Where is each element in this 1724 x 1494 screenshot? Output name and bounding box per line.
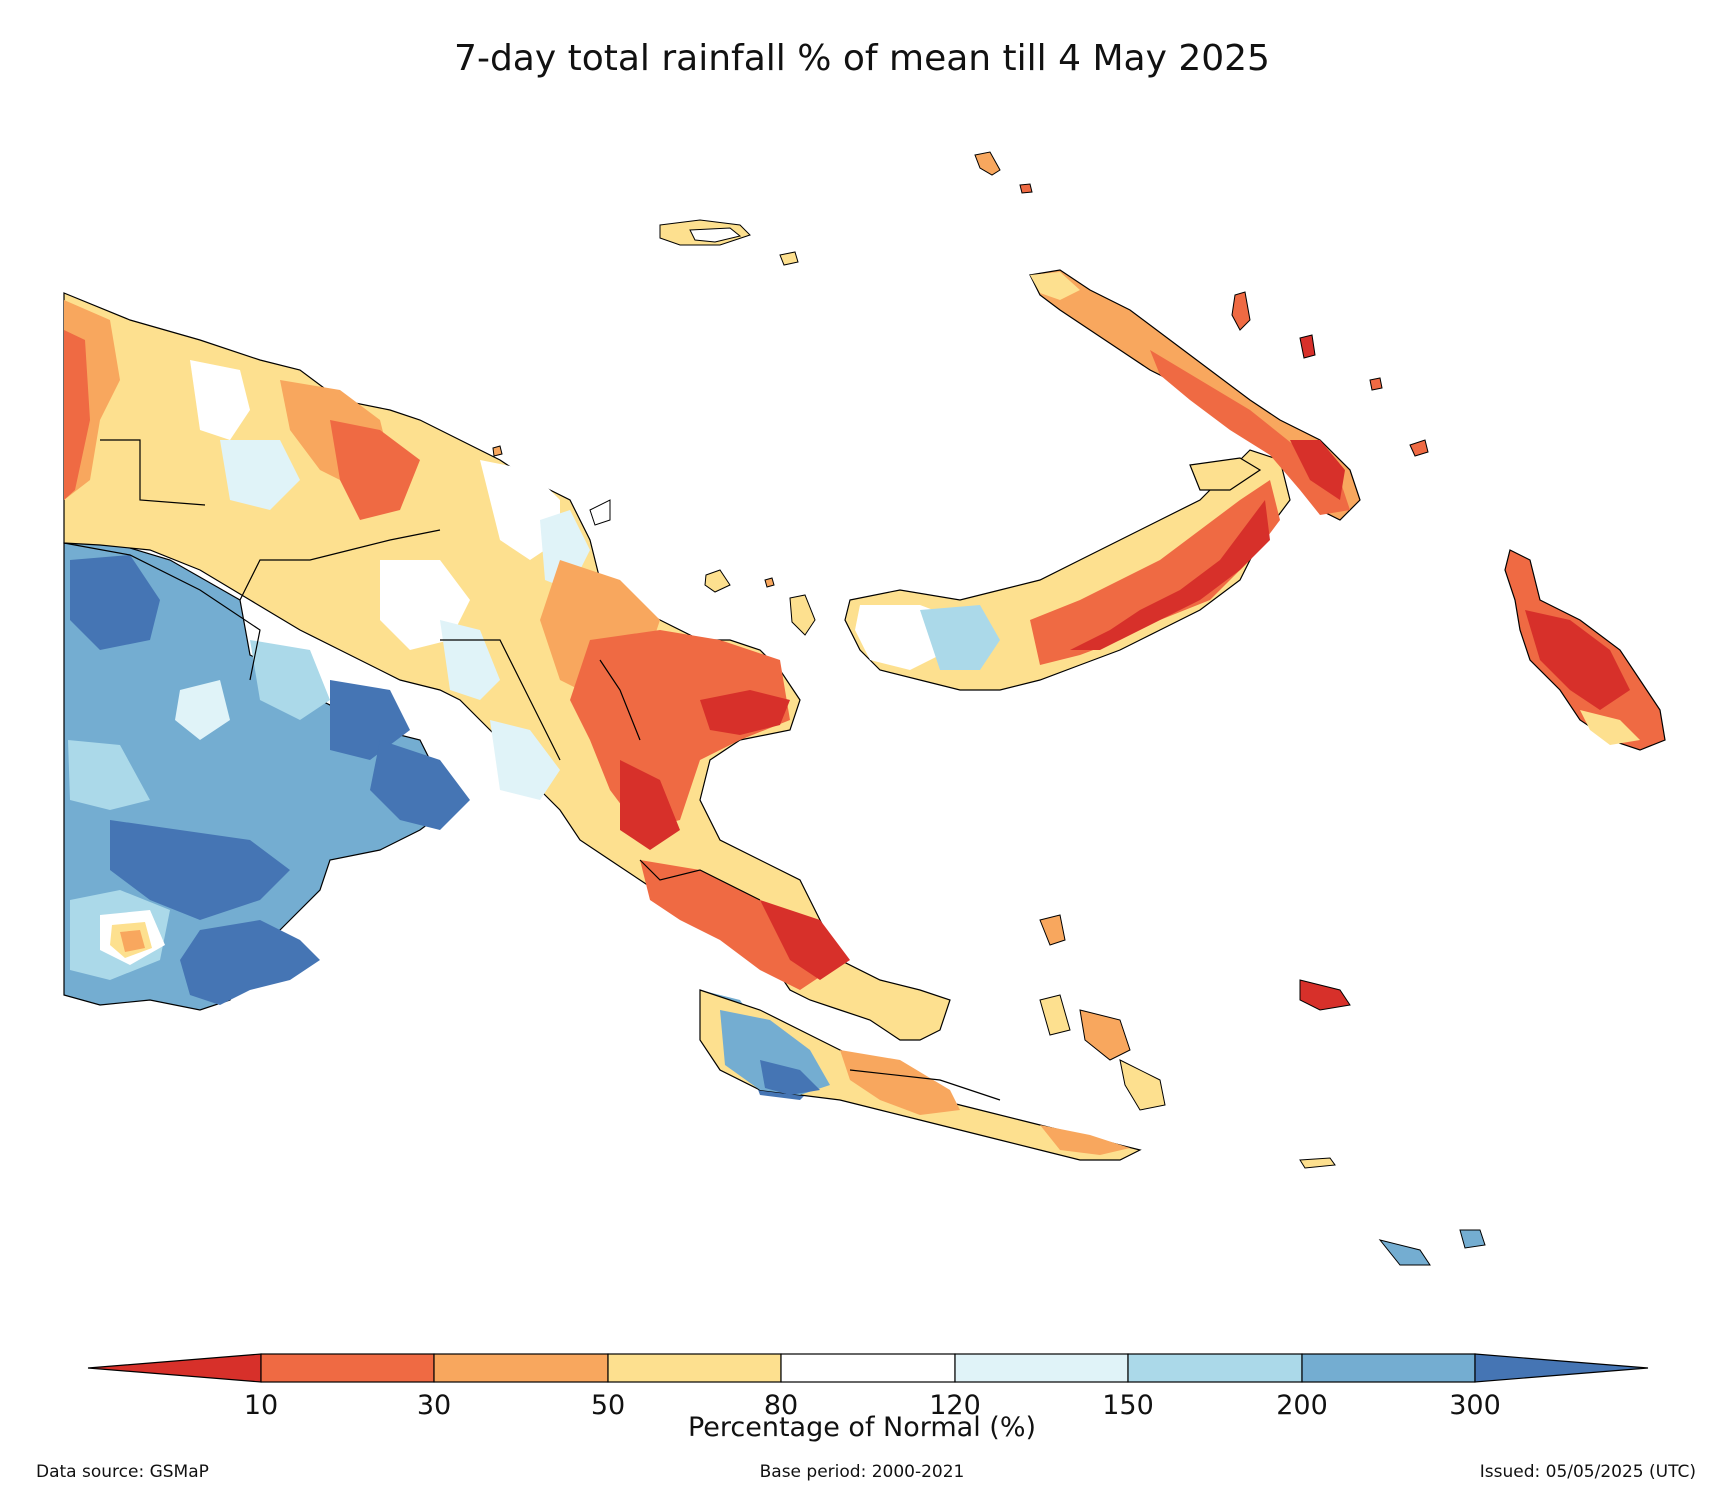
- colorbar-segment-above-300: [1474, 1353, 1649, 1383]
- region-50-80: [1030, 272, 1080, 300]
- region-150-200: [68, 740, 150, 810]
- tick-label: 10: [244, 1390, 278, 1421]
- data-source-note: Data source: GSMaP: [36, 1462, 209, 1482]
- colorbar-segment-10-30: [260, 1353, 435, 1383]
- region-below-10: [1070, 500, 1270, 650]
- colorbar-segment-150-200: [1127, 1353, 1303, 1383]
- region-120-150: [220, 440, 300, 510]
- region-above-300: [370, 740, 470, 830]
- region-30-50: [1040, 1125, 1130, 1155]
- colorbar-segment-120-150: [954, 1353, 1129, 1383]
- region-above-300: [330, 680, 410, 760]
- region-80-120: [480, 460, 560, 560]
- region-120-150: [490, 720, 560, 800]
- colorbar-segment-30-50: [433, 1353, 609, 1383]
- region-10-30: [64, 330, 90, 500]
- region-below-10: [760, 900, 850, 980]
- region-below-10: [1290, 440, 1345, 500]
- colorbar-segment-80-120: [780, 1353, 956, 1383]
- region-below-10: [700, 690, 790, 735]
- colorbar-ticks: 10 30 50 80 120 150 200 300: [244, 1390, 1501, 1421]
- region-below-10: [620, 760, 680, 850]
- region-10-30: [330, 420, 420, 520]
- province-borders: [63, 439, 1001, 1101]
- tick-label: 300: [1449, 1390, 1501, 1421]
- region-above-300: [180, 920, 320, 1005]
- region-150-200: [250, 640, 330, 720]
- region-30-50: [120, 930, 145, 952]
- new-ireland: [1029, 269, 1361, 521]
- tick-label: 200: [1276, 1390, 1328, 1421]
- manus-island: [659, 219, 799, 266]
- tick-label: 30: [417, 1390, 451, 1421]
- region-above-300: [70, 555, 160, 650]
- region-above-300: [110, 820, 290, 920]
- colorbar-segment-50-80: [607, 1353, 782, 1383]
- region-150-200: [920, 605, 1000, 670]
- base-period-note: Base period: 2000-2021: [759, 1462, 965, 1482]
- region-50-80: [1580, 710, 1640, 745]
- colorbar-segment-below-10: [87, 1353, 262, 1383]
- region-120-150: [175, 680, 230, 740]
- tick-label: 80: [764, 1390, 798, 1421]
- region-10-30: [640, 860, 830, 990]
- issued-date-note: Issued: 05/05/2025 (UTC): [1479, 1462, 1696, 1482]
- region-below-10: [1525, 610, 1630, 710]
- colorbar-title: Percentage of Normal (%): [687, 1412, 1037, 1443]
- region-30-50: [840, 1050, 960, 1115]
- small-islands: [492, 151, 1486, 1266]
- region-above-300: [760, 1060, 820, 1095]
- map-title: 7-day total rainfall % of mean till 4 Ma…: [454, 38, 1270, 79]
- tick-label: 120: [929, 1390, 981, 1421]
- region-80-120: [190, 360, 250, 440]
- region-10-30: [1150, 350, 1350, 515]
- region-10-30: [1030, 480, 1280, 665]
- colorbar: [87, 1353, 1649, 1383]
- tick-label: 50: [591, 1390, 625, 1421]
- tick-label: 150: [1102, 1390, 1154, 1421]
- colorbar-segment-200-300: [1301, 1353, 1476, 1383]
